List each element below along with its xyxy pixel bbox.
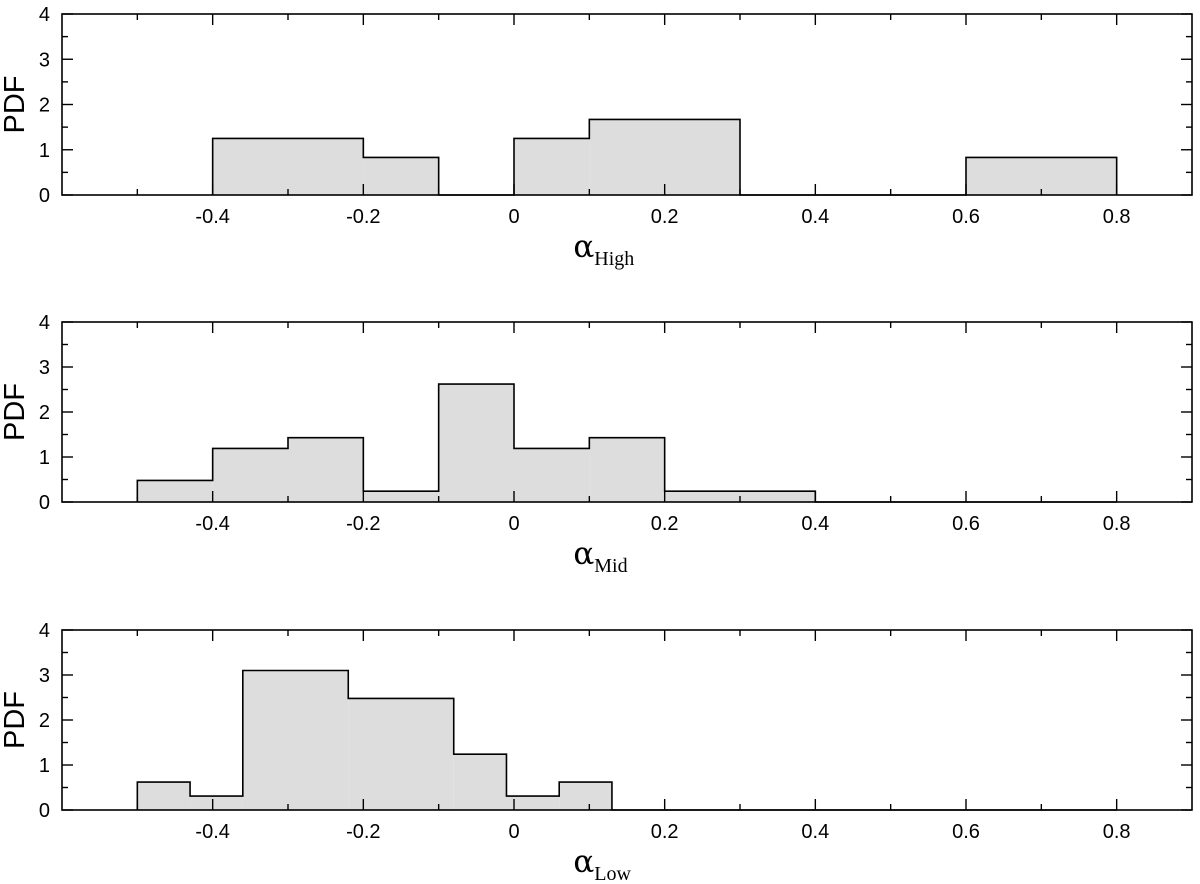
y-tick-label: 0 [39, 492, 50, 514]
x-tick-label: -0.2 [346, 513, 380, 535]
histogram-bar [514, 138, 590, 195]
y-tick-label: 1 [39, 755, 50, 777]
y-tick-label: 0 [39, 800, 50, 822]
histogram-bar [363, 491, 439, 502]
histogram-bar [740, 491, 816, 502]
x-axis-label-symbol: α [573, 844, 594, 880]
y-axis-label: PDF [0, 691, 31, 749]
histogram-bar [559, 782, 612, 810]
y-tick-label: 1 [39, 447, 50, 469]
x-tick-label: 0 [508, 206, 519, 228]
x-tick-label: -0.2 [346, 821, 380, 843]
x-tick-label: -0.4 [195, 206, 229, 228]
x-axis-label: αMid [573, 536, 627, 577]
histogram-bar [137, 480, 213, 502]
y-tick-label: 4 [39, 312, 50, 334]
x-tick-label: 0.8 [1103, 206, 1131, 228]
x-tick-label: 0.8 [1103, 821, 1131, 843]
histogram-outline [136, 669, 1117, 811]
histogram-bar [137, 782, 191, 810]
histogram-bar [212, 138, 364, 195]
y-tick-label: 4 [39, 620, 50, 642]
histogram-bar [190, 796, 243, 810]
histogram-outline [136, 383, 1117, 503]
x-tick-label: 0 [508, 513, 519, 535]
plot-frame [61, 629, 1193, 811]
histogram-bar [453, 754, 507, 810]
y-tick-label: 3 [39, 357, 50, 379]
x-tick-label: 0.2 [651, 821, 679, 843]
histogram-bar [589, 119, 740, 195]
x-tick-label: 0.4 [801, 821, 829, 843]
histogram-bar [966, 157, 1117, 195]
histogram-bar [348, 698, 454, 810]
x-tick-label: 0.2 [651, 206, 679, 228]
histogram-outline [211, 118, 1118, 196]
y-tick-label: 2 [39, 402, 50, 424]
x-axis-label-subscript: Mid [594, 555, 627, 577]
y-axis-label: PDF [0, 76, 31, 134]
y-tick-label: 0 [39, 185, 50, 207]
histogram-panel-2: -0.4 -0.2 0 0.2 0.4 0.6 0.8 0 1 2 3 4 PDF αMid [0, 312, 1193, 577]
y-tick-label: 3 [39, 665, 50, 687]
x-tick-label: 0.8 [1103, 513, 1131, 535]
x-tick-label: 0.4 [801, 513, 829, 535]
histogram-panel-3: -0.4 -0.2 0 0.2 0.4 0.6 0.8 0 1 2 3 4 PDF αLow [0, 620, 1193, 884]
y-tick-label: 3 [39, 49, 50, 71]
histogram-bar [514, 448, 590, 502]
x-tick-label: 0.6 [952, 206, 980, 228]
y-tick-label: 4 [39, 4, 50, 26]
histogram-bar [438, 384, 514, 502]
histogram-bar [363, 157, 439, 195]
x-axis-label: αHigh [573, 229, 634, 270]
y-axis-label: PDF [0, 383, 31, 441]
x-axis-label-symbol: α [573, 229, 594, 265]
x-axis-label-subscript: High [594, 248, 634, 270]
y-tick-label: 2 [39, 710, 50, 732]
x-tick-label: 0.6 [952, 513, 980, 535]
histogram-bar [506, 796, 560, 810]
histogram-panel-1: -0.4 -0.2 0 0.2 0.4 0.6 0.8 0 1 2 3 4 PDF αHigh [0, 4, 1193, 270]
y-tick-label: 2 [39, 95, 50, 117]
x-axis-label-subscript: Low [594, 863, 631, 884]
histogram-bar [212, 448, 288, 502]
x-tick-label: 0 [508, 821, 519, 843]
x-tick-label: 0.6 [952, 821, 980, 843]
x-tick-label: 0.4 [801, 206, 829, 228]
histogram-bar [288, 437, 364, 502]
histogram-bar [664, 491, 740, 502]
x-tick-label: -0.2 [346, 206, 380, 228]
x-tick-label: 0.2 [651, 513, 679, 535]
x-axis-label-symbol: α [573, 536, 594, 572]
histogram-bar [589, 437, 665, 502]
x-tick-label: -0.4 [195, 513, 229, 535]
x-axis-label: αLow [573, 844, 631, 884]
histogram-bar [242, 670, 349, 810]
y-tick-label: 1 [39, 140, 50, 162]
x-tick-label: -0.4 [195, 821, 229, 843]
